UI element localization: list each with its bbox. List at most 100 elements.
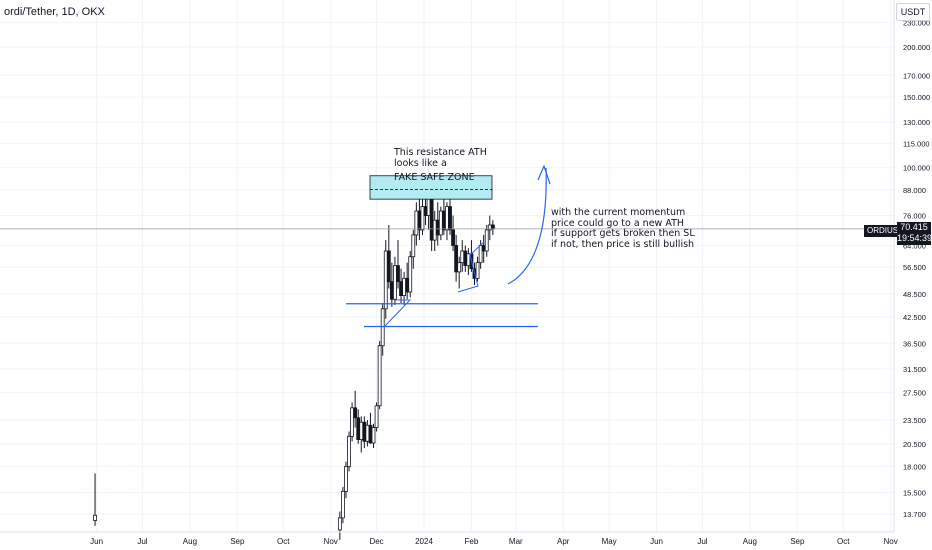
price-tick-label: 88.000 bbox=[903, 186, 926, 195]
symbol-header[interactable]: ordi/Tether, 1D, OKX bbox=[4, 6, 105, 18]
candle-body bbox=[466, 253, 471, 267]
price-tick-label: 13.700 bbox=[903, 510, 926, 519]
candle bbox=[451, 215, 455, 252]
time-tick-label: Apr bbox=[557, 537, 570, 546]
candle-body bbox=[393, 265, 397, 300]
candle-body bbox=[420, 206, 425, 231]
candle-body bbox=[463, 250, 468, 267]
fake-safe-zone-label: FAKE SAFE ZONE bbox=[394, 172, 475, 183]
candle-body bbox=[429, 197, 434, 241]
candle-body bbox=[341, 490, 345, 519]
price-tick-label: 27.500 bbox=[903, 389, 926, 398]
price-tick-label: 23.500 bbox=[903, 416, 926, 425]
price-axis: 13.700 15.500 18.000 20.500 23.500 27.500 31.5… bbox=[903, 19, 930, 519]
resistance-note: This resistance ATH looks like a bbox=[394, 147, 487, 169]
candle-body bbox=[399, 281, 403, 296]
time-tick-label: Jun bbox=[650, 537, 663, 546]
candle-body bbox=[435, 219, 440, 236]
candle-body bbox=[478, 245, 483, 264]
candle-body bbox=[460, 250, 465, 264]
candle-body bbox=[377, 345, 382, 407]
price-tick-label: 230.000 bbox=[903, 19, 930, 28]
candle bbox=[368, 412, 373, 444]
candle-body bbox=[402, 277, 407, 296]
trend-triangle-left bbox=[383, 299, 412, 328]
candle-body bbox=[350, 407, 354, 437]
candle bbox=[490, 220, 495, 235]
drawings bbox=[0, 164, 894, 328]
candle bbox=[374, 402, 379, 432]
candle-body bbox=[353, 407, 358, 419]
candle bbox=[445, 202, 449, 241]
candle-body bbox=[344, 466, 348, 492]
candles bbox=[93, 174, 495, 541]
time-tick-label: Nov bbox=[884, 537, 898, 546]
candle-body bbox=[383, 250, 388, 310]
candle bbox=[377, 340, 382, 410]
candle-body bbox=[389, 281, 394, 300]
candle bbox=[475, 256, 480, 282]
candle-body bbox=[426, 197, 431, 216]
candle-body bbox=[445, 206, 449, 231]
candle bbox=[420, 194, 425, 235]
price-tick-label: 36.500 bbox=[903, 339, 926, 348]
candle-body bbox=[359, 421, 364, 440]
candle bbox=[344, 461, 348, 499]
time-tick-label: Nov bbox=[324, 537, 338, 546]
candle bbox=[380, 303, 385, 356]
candle-body bbox=[454, 245, 459, 273]
candle-body bbox=[405, 277, 410, 293]
candle bbox=[347, 431, 351, 472]
price-tick-label: 56.500 bbox=[903, 263, 926, 272]
last-price-value: 70.415 bbox=[900, 222, 928, 232]
vertical-gridlines bbox=[96, 0, 892, 532]
price-tick-label: 48.500 bbox=[903, 290, 926, 299]
price-tick-label: 115.000 bbox=[903, 139, 930, 148]
candle-body bbox=[362, 421, 367, 442]
candle-body bbox=[457, 262, 462, 273]
candle bbox=[383, 240, 388, 319]
candle-body bbox=[380, 308, 385, 347]
time-tick-label: Sep bbox=[230, 537, 245, 546]
candle-body bbox=[423, 206, 428, 216]
candle bbox=[93, 473, 97, 526]
candle-body bbox=[347, 435, 351, 467]
price-tick-label: 31.500 bbox=[903, 365, 926, 374]
projection-arrow bbox=[507, 167, 547, 285]
candle bbox=[448, 198, 452, 235]
candle-body bbox=[337, 517, 342, 531]
time-tick-label: Feb bbox=[465, 537, 479, 546]
candle bbox=[463, 245, 468, 272]
candle bbox=[399, 268, 403, 304]
candle-body bbox=[386, 250, 391, 283]
candle-body bbox=[408, 256, 413, 293]
candle bbox=[359, 416, 364, 453]
candle bbox=[417, 198, 422, 241]
candle-body bbox=[396, 265, 400, 283]
candle-body bbox=[451, 229, 455, 246]
candle bbox=[414, 202, 419, 246]
candle-body bbox=[448, 206, 452, 231]
candle bbox=[438, 206, 443, 241]
time-tick-label: Sep bbox=[790, 537, 805, 546]
candle-body bbox=[356, 417, 361, 440]
resistance-zone bbox=[369, 175, 493, 200]
time-tick-label: May bbox=[602, 537, 617, 546]
projection-arrowhead bbox=[537, 164, 551, 185]
candle bbox=[341, 486, 345, 524]
candle-body bbox=[368, 424, 373, 444]
candle bbox=[386, 224, 391, 289]
price-tick-label: 76.000 bbox=[903, 212, 926, 221]
candle-body bbox=[93, 514, 97, 521]
trend-triangle-right bbox=[457, 241, 485, 293]
candle bbox=[393, 256, 397, 305]
currency-unit-button[interactable]: USDT bbox=[896, 3, 930, 21]
price-tick-label: 18.000 bbox=[903, 462, 926, 471]
price-tick-label: 200.000 bbox=[903, 43, 930, 52]
candle bbox=[429, 194, 434, 252]
candle-body bbox=[481, 245, 486, 252]
candle-body bbox=[475, 262, 480, 279]
candle-body bbox=[484, 229, 489, 252]
time-tick-label: Aug bbox=[743, 537, 757, 546]
